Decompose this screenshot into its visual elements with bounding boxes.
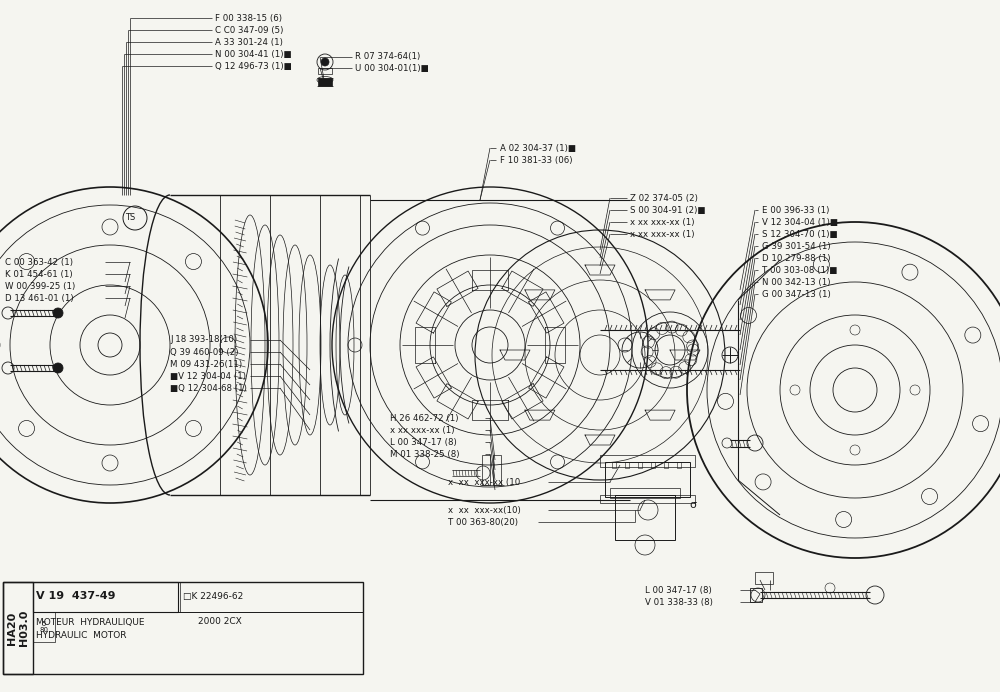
Text: x xx xxx-xx (1): x xx xxx-xx (1) [630,217,694,226]
Text: U 00 304-01(1)■: U 00 304-01(1)■ [355,64,429,73]
Text: x  xx  xxx-xx(10): x xx xxx-xx(10) [448,505,521,514]
Text: MOTEUR  HYDRAULIQUE: MOTEUR HYDRAULIQUE [36,617,144,626]
Text: Q 12 496-73 (1)■: Q 12 496-73 (1)■ [215,62,292,71]
Bar [493,455,501,485]
Text: D 10 279-88 (1): D 10 279-88 (1) [762,253,830,262]
Text: V 01 338-33 (8): V 01 338-33 (8) [645,597,713,606]
Text: N 00 342-13 (1): N 00 342-13 (1) [762,277,830,286]
Text: A 33 301-24 (1): A 33 301-24 (1) [215,37,283,46]
Text: V 12 304-04 (1)■: V 12 304-04 (1)■ [762,217,838,226]
Text: x xx xxx-xx (1): x xx xxx-xx (1) [630,230,694,239]
Bar [755,572,773,584]
Text: 2000 2CX: 2000 2CX [198,617,242,626]
Text: M 01 338-25 (8): M 01 338-25 (8) [390,450,460,459]
Text: A 02 304-37 (1)■: A 02 304-37 (1)■ [500,143,576,152]
Text: K 01 454-61 (1): K 01 454-61 (1) [5,269,73,278]
Bar [33,612,55,642]
Bar [318,68,332,74]
Bar [651,462,655,468]
Bar [625,462,629,468]
Circle shape [53,308,63,318]
Bar [33,582,178,612]
Text: E 00 396-33 (1): E 00 396-33 (1) [762,206,829,215]
Text: TS: TS [125,214,135,223]
Bar [612,462,616,468]
Text: S 00 304-91 (2)■: S 00 304-91 (2)■ [630,206,706,215]
Bar [3,582,363,674]
Text: T 00 303-08 (1)■: T 00 303-08 (1)■ [762,266,837,275]
Text: G 39 301-54 (1): G 39 301-54 (1) [762,242,831,251]
Text: V 19  437-49: V 19 437-49 [36,591,116,601]
Bar [615,495,675,540]
Text: T 00 363-80(20): T 00 363-80(20) [448,518,518,527]
Bar [600,495,695,503]
Bar [610,488,680,498]
Text: L 00 347-17 (8): L 00 347-17 (8) [645,585,712,594]
Text: G 00 347-13 (1): G 00 347-13 (1) [762,289,831,298]
Text: Z 02 374-05 (2): Z 02 374-05 (2) [630,194,698,203]
Text: ■V 12 304-04 (1): ■V 12 304-04 (1) [170,372,246,381]
Text: W 00 399-25 (1): W 00 399-25 (1) [5,282,75,291]
Circle shape [321,58,329,66]
Bar [318,78,332,86]
Text: H 26 462-72 (1): H 26 462-72 (1) [390,414,458,423]
Text: x xx xxx-xx (1): x xx xxx-xx (1) [390,426,454,435]
Text: L 00 347-17 (8): L 00 347-17 (8) [390,437,457,446]
Circle shape [53,363,63,373]
Text: 5
80: 5 80 [40,621,48,633]
Bar [3,582,33,674]
Text: F 00 338-15 (6): F 00 338-15 (6) [215,14,282,23]
Text: N 00 304-41 (1)■: N 00 304-41 (1)■ [215,50,292,59]
Text: HYDRAULIC  MOTOR: HYDRAULIC MOTOR [36,632,126,641]
Text: □K 22496-62: □K 22496-62 [183,592,243,601]
Text: C 00 363-42 (1): C 00 363-42 (1) [5,257,73,266]
Bar [638,462,642,468]
Bar [600,455,695,467]
Bar [605,462,690,497]
Bar [482,455,490,485]
Bar [664,462,668,468]
Text: σ: σ [690,500,696,510]
Text: HA20
H03.0: HA20 H03.0 [7,610,29,646]
Text: F 10 381-33 (06): F 10 381-33 (06) [500,156,572,165]
Text: D 13 461-01 (1): D 13 461-01 (1) [5,293,74,302]
Text: Q 39 460-09 (2): Q 39 460-09 (2) [170,347,239,356]
Text: S 12 304-70 (1)■: S 12 304-70 (1)■ [762,230,838,239]
Text: C C0 347-09 (5): C C0 347-09 (5) [215,26,283,35]
Text: ■Q 12 304-68 (1): ■Q 12 304-68 (1) [170,383,247,392]
Text: R 07 374-64(1): R 07 374-64(1) [355,53,420,62]
Bar [750,588,762,602]
Bar [677,462,681,468]
Text: J 18 393-18(10): J 18 393-18(10) [170,336,237,345]
Text: x  xx  xxx-xx (10: x xx xxx-xx (10 [448,477,520,486]
Text: M 09 431-26(11): M 09 431-26(11) [170,360,242,369]
